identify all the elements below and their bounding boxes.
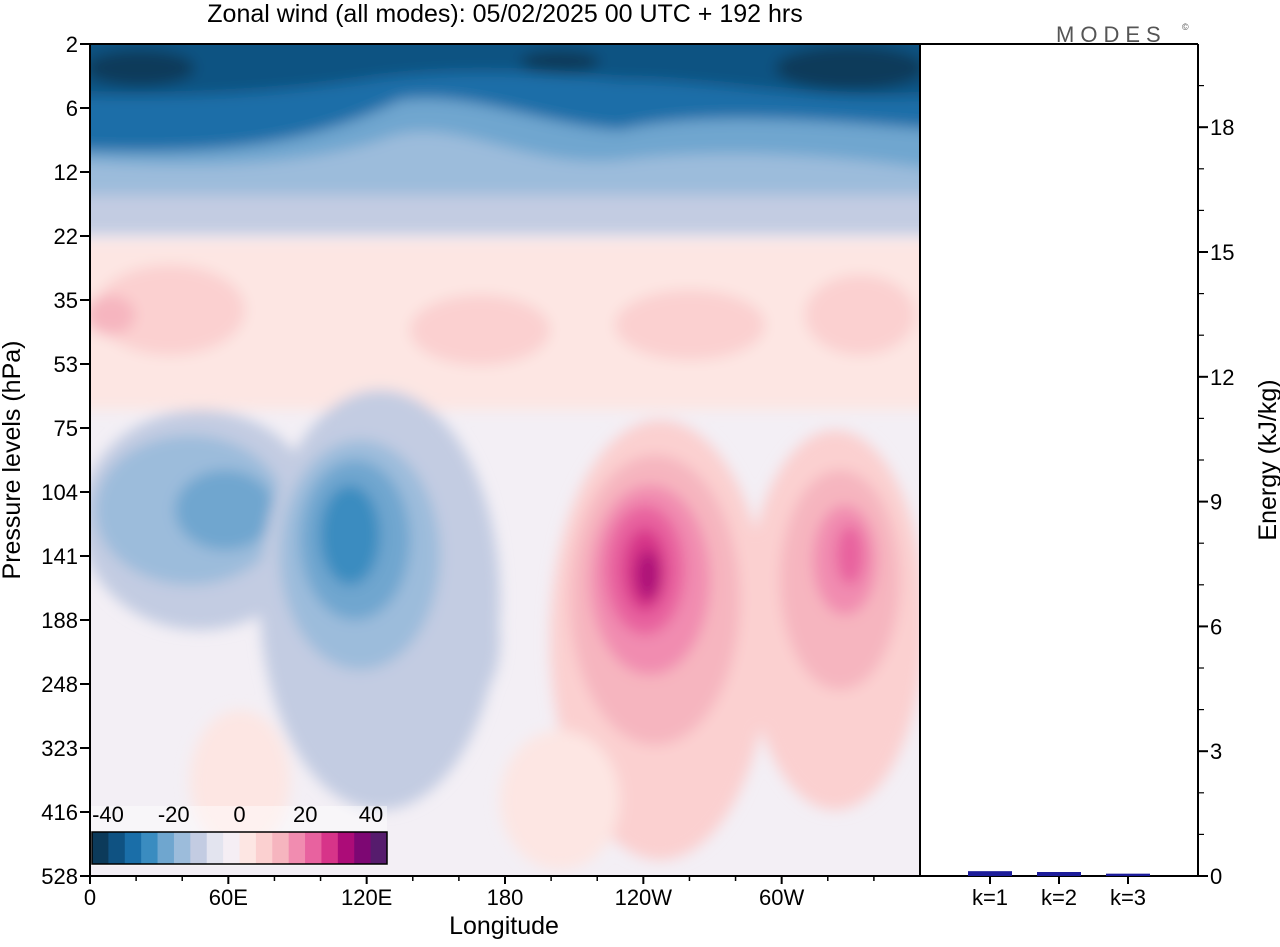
field-easterly-west-3: [175, 470, 275, 550]
colorbar-swatch: [92, 832, 109, 864]
y-tick-label: 6: [66, 96, 78, 121]
energy-tick-label: 9: [1210, 490, 1222, 515]
y-tick-label: 248: [41, 672, 78, 697]
colorbar-swatch: [157, 832, 175, 864]
field-westerly-patch-1: [95, 265, 245, 355]
bar-category-label: k=3: [1110, 885, 1146, 910]
chart-title: Zonal wind (all modes): 05/02/2025 00 UT…: [207, 0, 802, 28]
field-strat-core-east: [775, 46, 920, 90]
colorbar-swatch: [288, 832, 306, 864]
energy-tick-label: 12: [1210, 365, 1234, 390]
energy-tick-label: 18: [1210, 115, 1234, 140]
y-tick-label: 12: [54, 160, 78, 185]
y-tick-label: 53: [54, 352, 78, 377]
colorbar-swatch: [124, 832, 142, 864]
x-tick-label: 180: [487, 885, 524, 910]
energy-tick-label: 15: [1210, 240, 1234, 265]
field-westerly-core: [90, 295, 135, 335]
bar-plot: k=1 k=2 k=3: [968, 871, 1150, 910]
y-tick-label: 35: [54, 288, 78, 313]
x-tick-label: 60E: [209, 885, 248, 910]
x-tick-label: 120W: [615, 885, 673, 910]
field-strat-band-5: [90, 44, 920, 98]
colorbar-tick-label: -40: [92, 802, 124, 827]
x-tick-label: 0: [84, 885, 96, 910]
bar-category-label: k=1: [972, 885, 1008, 910]
colorbar-swatches: [91, 831, 388, 865]
heatmap-plot: [90, 44, 920, 876]
colorbar-swatch: [173, 832, 191, 864]
colorbar-tick-label: 0: [233, 802, 245, 827]
brand-logo: MODES: [1056, 22, 1167, 47]
y-tick-label: 141: [41, 544, 78, 569]
field-westerly-patch-3: [615, 290, 765, 360]
colorbar-frame: [91, 831, 388, 865]
colorbar-tick-label: -20: [158, 802, 190, 827]
y-axis-label: Pressure levels (hPa): [0, 341, 26, 580]
colorbar-swatch: [337, 832, 355, 864]
energy-tick-label: 0: [1210, 864, 1222, 889]
heatmap-fields: [90, 44, 920, 870]
y-tick-label: 2: [66, 32, 78, 57]
colorbar-swatch: [190, 832, 208, 864]
x-tick-label: 60W: [759, 885, 804, 910]
energy-axis-label: Energy (kJ/kg): [1254, 379, 1280, 540]
y-tick-label: 323: [41, 736, 78, 761]
colorbar-swatch: [272, 832, 290, 864]
field-strat-core-mid: [520, 50, 600, 74]
colorbar-swatch: [354, 832, 372, 864]
energy-tick-label: 6: [1210, 614, 1222, 639]
energy-bar: [1106, 873, 1150, 876]
y-tick-label: 22: [54, 224, 78, 249]
colorbar-swatch: [223, 832, 240, 864]
colorbar-swatch: [370, 832, 388, 864]
y-tick-label: 75: [54, 416, 78, 441]
field-jet-east-core: [836, 525, 864, 585]
y-tick-label: 188: [41, 608, 78, 633]
colorbar-tick-label: 20: [293, 802, 317, 827]
colorbar-swatch: [206, 832, 224, 864]
energy-bar: [1037, 872, 1081, 876]
y-tick-label: 528: [41, 864, 78, 889]
colorbar: -40 -20 0 20 40: [90, 802, 388, 866]
field-jet-main-core: [636, 550, 660, 600]
energy-bar: [968, 871, 1012, 876]
colorbar-tick-labels: -40 -20 0 20 40: [92, 802, 383, 827]
bar-category-label: k=2: [1041, 885, 1077, 910]
colorbar-swatch: [239, 832, 257, 864]
field-westerly-patch-2: [410, 295, 550, 365]
colorbar-swatch: [141, 832, 158, 864]
field-low-patch-1: [190, 710, 290, 850]
x-axis-label: Longitude: [449, 912, 559, 940]
colorbar-swatch: [305, 832, 322, 864]
energy-tick-label: 3: [1210, 739, 1222, 764]
colorbar-swatch: [108, 832, 126, 864]
x-tick-label: 120E: [341, 885, 392, 910]
colorbar-swatch: [321, 832, 339, 864]
field-strat-core-west: [90, 50, 195, 86]
brand-mark: ©: [1182, 22, 1189, 32]
field-westerly-patch-4: [805, 275, 915, 355]
field-low-patch-3: [500, 730, 620, 870]
colorbar-tick-label: 40: [359, 802, 383, 827]
field-easterly-mid-core: [320, 485, 380, 585]
y-tick-label: 416: [41, 800, 78, 825]
field-low-patch-2: [440, 580, 500, 700]
y-tick-label: 104: [41, 480, 78, 505]
colorbar-swatch: [255, 832, 273, 864]
